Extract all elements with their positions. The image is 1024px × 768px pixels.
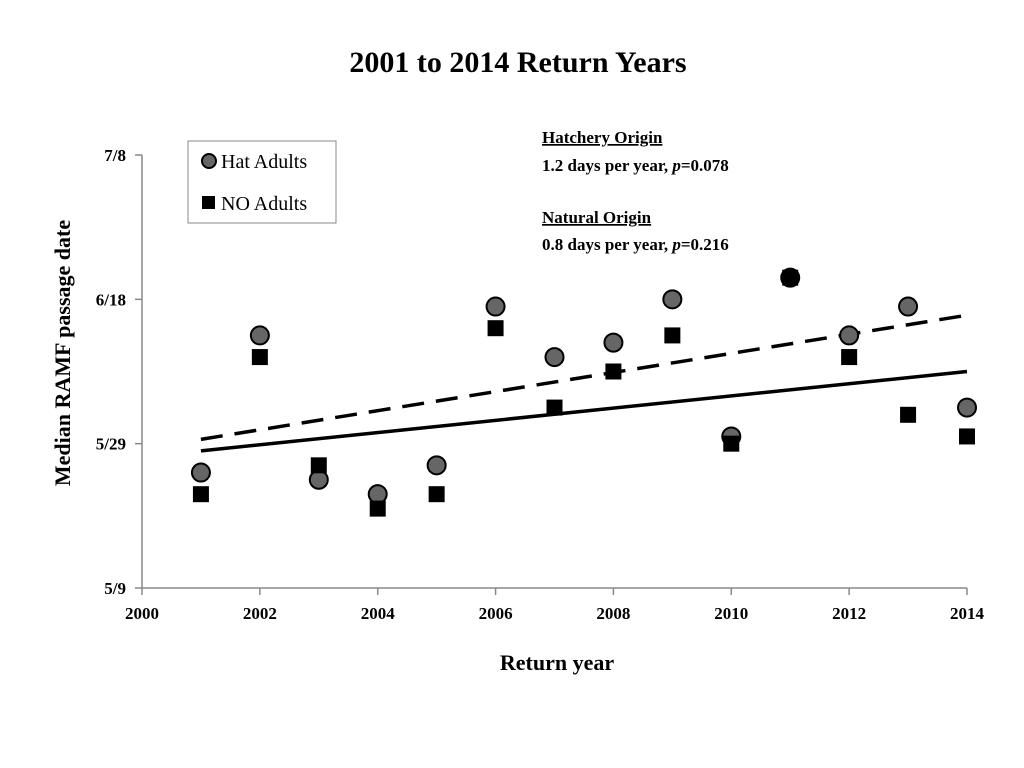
no-adults-point	[900, 406, 917, 423]
data-points	[190, 267, 977, 517]
axes	[141, 155, 967, 589]
x-tick-label: 2000	[125, 604, 159, 623]
no-adults-point	[369, 500, 386, 517]
hat-adults-point	[662, 289, 683, 310]
y-tick-label: 5/9	[104, 579, 126, 598]
hat-adults-point	[544, 347, 565, 368]
hat-adults-point	[308, 469, 329, 490]
no-adults-point	[664, 327, 681, 344]
hatchery-p-symbol: p	[670, 156, 681, 175]
natural-origin-heading: Natural Origin	[542, 208, 652, 227]
natural-p-value: =0.216	[681, 235, 729, 254]
legend-square-marker	[202, 196, 215, 209]
y-ticks: 5/9 5/29 6/18 7/8	[96, 146, 142, 598]
trendline-no-adults	[200, 369, 968, 453]
x-tick-label: 2006	[479, 604, 513, 623]
hatchery-p-value: =0.078	[681, 156, 729, 175]
no-adults-point	[192, 486, 209, 503]
legend: Hat Adults NO Adults	[187, 140, 337, 224]
hat-adults-point	[957, 397, 977, 418]
x-ticks: 2000 2002 2004 2006 2008 2010 2012 2014	[125, 588, 985, 623]
no-adults-point	[251, 349, 268, 366]
no-adults-point	[959, 428, 975, 445]
no-adults-point	[723, 435, 740, 452]
no-adults-point	[428, 486, 445, 503]
natural-rate-text: 0.8 days per year,	[542, 235, 672, 254]
hat-adults-point	[839, 325, 860, 346]
no-adults-point	[310, 457, 327, 474]
hat-adults-point	[485, 296, 506, 317]
chart-title: 2001 to 2014 Return Years	[349, 46, 686, 79]
y-tick-label: 6/18	[96, 290, 126, 309]
natural-p-symbol: p	[670, 235, 681, 254]
hat-adults-point	[603, 332, 624, 353]
hat-adults-point	[367, 484, 388, 505]
x-tick-label: 2002	[243, 604, 277, 623]
y-axis-label: Median RAMF passage date	[50, 220, 75, 486]
x-tick-label: 2008	[596, 604, 630, 623]
no-adults-point	[605, 363, 622, 380]
legend-label-hat-adults: Hat Adults	[221, 151, 307, 173]
x-axis-label: Return year	[500, 650, 614, 675]
hatchery-origin-heading: Hatchery Origin	[542, 128, 663, 147]
legend-label-no-adults: NO Adults	[221, 193, 307, 215]
natural-origin-stat: 0.8 days per year, p=0.216	[542, 235, 729, 254]
x-tick-label: 2014	[950, 604, 985, 623]
hatchery-origin-stat: 1.2 days per year, p=0.078	[542, 156, 729, 175]
x-tick-label: 2004	[361, 604, 396, 623]
hatchery-rate-text: 1.2 days per year,	[542, 156, 672, 175]
hat-adults-point	[426, 455, 447, 476]
hat-adults-point	[898, 296, 919, 317]
hat-adults-point	[190, 462, 211, 483]
y-tick-label: 7/8	[104, 146, 126, 165]
y-tick-label: 5/29	[96, 435, 126, 454]
no-adults-point	[487, 320, 504, 337]
x-tick-label: 2010	[714, 604, 748, 623]
no-adults-point	[546, 399, 563, 416]
x-tick-label: 2012	[832, 604, 866, 623]
annotations: Hatchery Origin 1.2 days per year, p=0.0…	[542, 128, 729, 254]
no-adults-point	[841, 349, 858, 366]
hat-adults-point	[249, 325, 270, 346]
no-adults-point	[782, 269, 799, 286]
legend-circle-marker	[201, 153, 217, 169]
